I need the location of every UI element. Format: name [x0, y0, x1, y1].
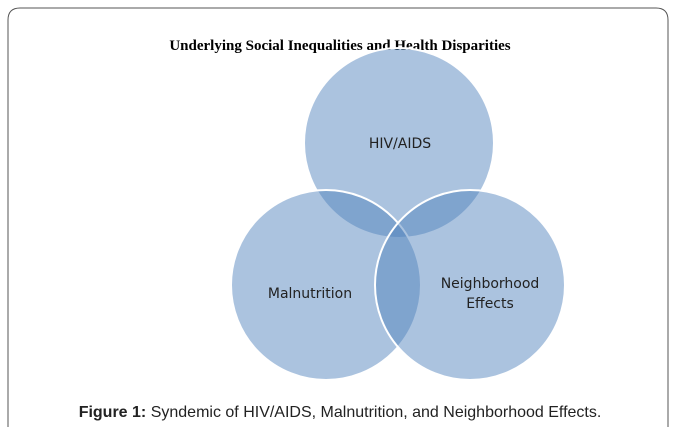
node-label-line: Malnutrition	[268, 286, 352, 302]
node-label-line: Neighborhood	[441, 276, 540, 292]
circle	[303, 47, 495, 239]
circle	[230, 189, 422, 381]
node-label-line: HIV/AIDS	[369, 136, 431, 152]
circle	[374, 189, 566, 381]
caption: Figure 1: Syndemic of HIV/AIDS, Malnutri…	[79, 404, 602, 421]
venn	[230, 47, 566, 381]
node-label: Malnutrition	[268, 286, 352, 302]
figure-border	[7, 7, 669, 427]
node-label: HIV/AIDS	[369, 136, 431, 152]
node-label-line: Effects	[466, 296, 514, 312]
diagram-title: Underlying Social Inequalities and Healt…	[169, 38, 510, 54]
node-label: Neighborhood Effects	[441, 276, 540, 312]
caption-label: Figure 1:	[79, 404, 147, 421]
caption-text: Syndemic of HIV/AIDS, Malnutrition, and …	[151, 404, 602, 421]
